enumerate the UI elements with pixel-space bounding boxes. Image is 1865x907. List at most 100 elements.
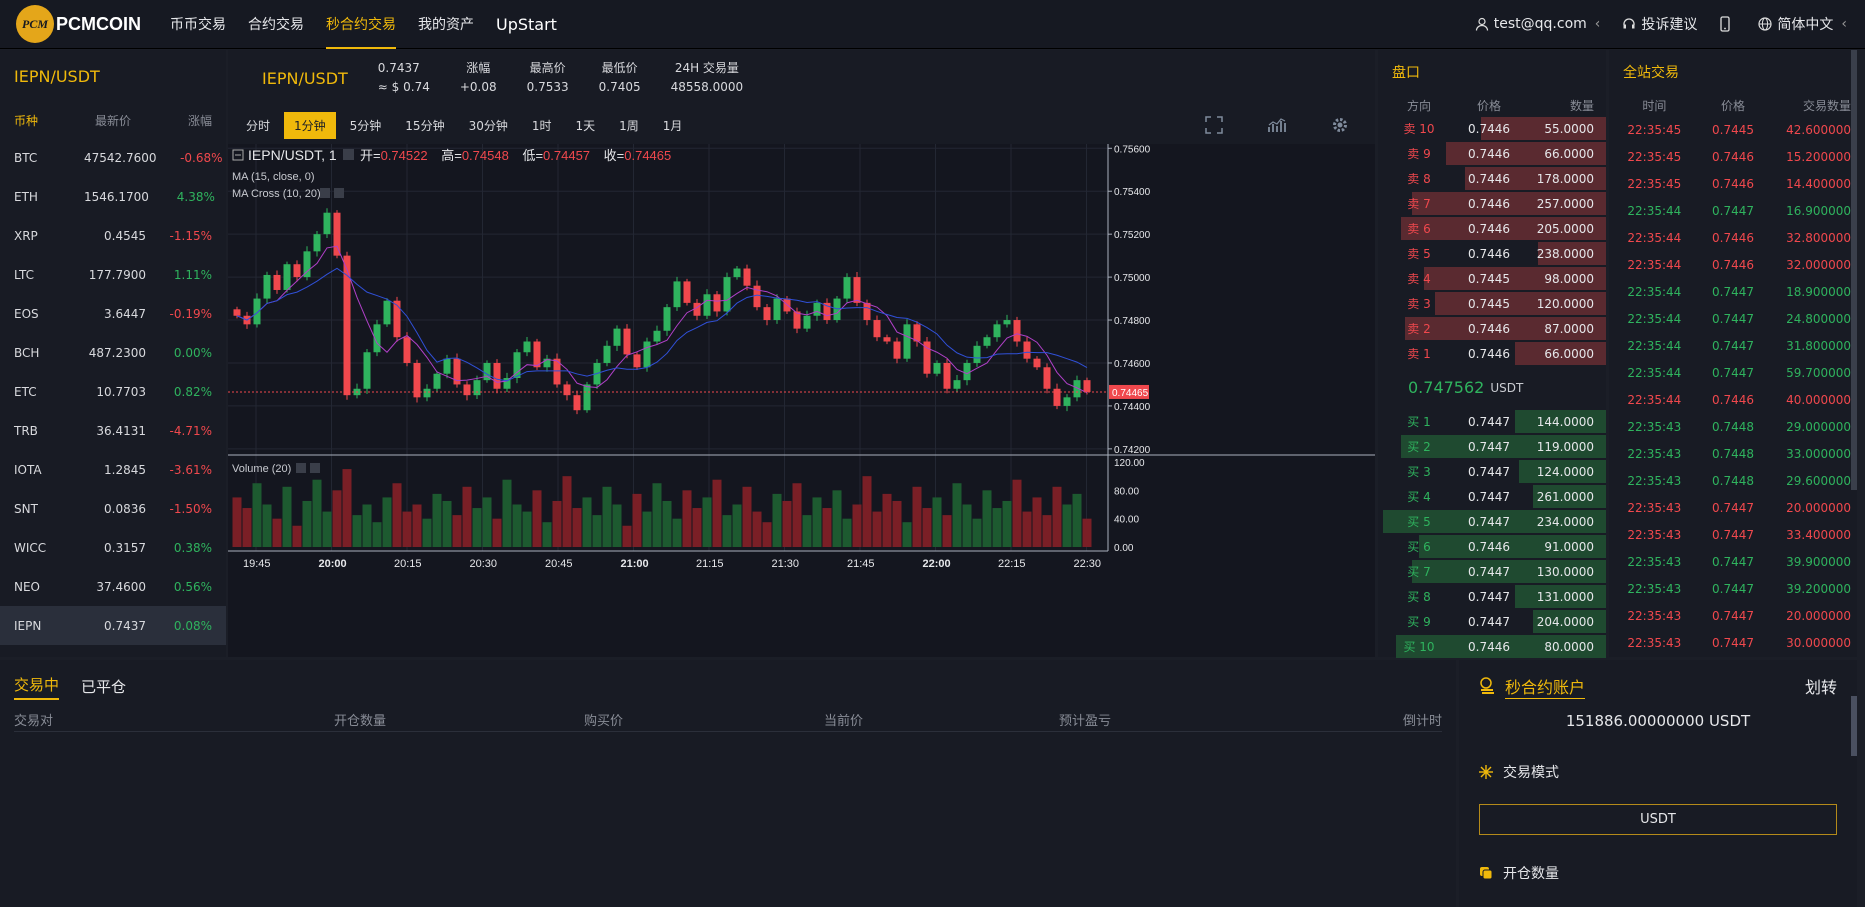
ask-row[interactable]: 卖 8 0.7446 178.0000 (1378, 166, 1606, 191)
col-price[interactable]: 最新价 (94, 113, 131, 128)
tf-line[interactable]: 分时 (246, 118, 271, 133)
user-menu[interactable]: test@qq.com ‹ (1475, 16, 1600, 32)
bid-row[interactable]: 买 9 0.7447 204.0000 (1378, 609, 1606, 634)
ask-row[interactable]: 卖 7 0.7446 257.0000 (1378, 191, 1606, 216)
trade-qty: 18.900000 (1786, 284, 1852, 299)
ask-row[interactable]: 卖 5 0.7446 238.0000 (1378, 241, 1606, 266)
mobile-link[interactable] (1719, 16, 1736, 32)
ask-row[interactable]: 卖 10 0.7446 55.0000 (1378, 116, 1606, 141)
settings-gear-icon[interactable] (1321, 111, 1359, 139)
fullscreen-icon[interactable] (1195, 111, 1233, 139)
candle-body (613, 328, 621, 346)
volume-bar (612, 504, 622, 547)
nav-spot[interactable]: 币币交易 (170, 17, 226, 33)
coin-row[interactable]: BCH 487.2300 0.00% (0, 333, 226, 372)
candle-body (903, 324, 911, 359)
bid-row[interactable]: 买 2 0.7447 119.0000 (1378, 434, 1606, 459)
indicator-ma[interactable]: MA (15, close, 0) (232, 171, 315, 183)
ask-row[interactable]: 卖 9 0.7446 66.0000 (1378, 141, 1606, 166)
trade-mode-select[interactable]: USDT (1479, 804, 1837, 835)
bid-row[interactable]: 买 8 0.7447 131.0000 (1378, 584, 1606, 609)
coin-row[interactable]: EOS 3.6447 -0.19% (0, 294, 226, 333)
time-tick-label: 20:15 (394, 558, 422, 570)
trade-qty: 32.000000 (1786, 257, 1852, 272)
bid-row[interactable]: 买 1 0.7447 144.0000 (1378, 409, 1606, 434)
tab-closed-positions[interactable]: 已平仓 (81, 678, 127, 696)
coin-row[interactable]: SNT 0.0836 -1.50% (0, 489, 226, 528)
trade-qty: 40.000000 (1786, 392, 1852, 407)
coin-row[interactable]: LTC 177.7900 1.11% (0, 255, 226, 294)
volume-label[interactable]: Volume (20) (232, 463, 291, 475)
chart-settings-icon[interactable] (343, 149, 354, 160)
ask-row[interactable]: 卖 4 0.7445 98.0000 (1378, 266, 1606, 291)
trade-price: 0.7447 (1712, 554, 1754, 569)
candle-body (473, 380, 481, 396)
col-change[interactable]: 涨幅 (187, 113, 212, 128)
candle-body (383, 300, 391, 325)
trades-scrollbar[interactable] (1851, 50, 1857, 490)
nav-assets[interactable]: 我的资产 (418, 17, 474, 33)
nav-second-contract[interactable]: 秒合约交易 (315, 0, 407, 49)
coin-symbol: BTC (14, 150, 38, 165)
coin-row[interactable]: ETH 1546.1700 4.38% (0, 177, 226, 216)
coin-row[interactable]: IEPN 0.7437 0.08% (0, 606, 226, 645)
tr-col-time: 时间 (1642, 98, 1667, 113)
nav-upstart[interactable]: UpStart (496, 14, 557, 34)
bid-row[interactable]: 买 10 0.7446 80.0000 (1378, 634, 1606, 659)
logo-text: PCMCOIN (56, 13, 141, 34)
ask-row[interactable]: 卖 6 0.7446 205.0000 (1378, 216, 1606, 241)
indicator-ma-cross[interactable]: MA Cross (10, 20) (232, 188, 321, 200)
ask-row[interactable]: 卖 1 0.7446 66.0000 (1378, 341, 1606, 366)
candle-body (913, 324, 921, 342)
language-select[interactable]: 简体中文 ‹ (1758, 14, 1847, 34)
ob-side: 卖 10 (1403, 122, 1435, 136)
transfer-button[interactable]: 划转 (1804, 678, 1837, 697)
tf-1w[interactable]: 1周 (619, 118, 639, 133)
coin-row[interactable]: IOTA 1.2845 -3.61% (0, 450, 226, 489)
tf-1d[interactable]: 1天 (575, 118, 596, 133)
logo[interactable]: PCM PCMCOIN (16, 5, 141, 43)
coin-row[interactable]: WICC 0.3157 0.38% (0, 528, 226, 567)
candlestick-chart[interactable]: 0.75600 0.75400 0.75200 0.75000 0.74800 0.746… (228, 144, 1375, 657)
ask-row[interactable]: 卖 2 0.7446 87.0000 (1378, 316, 1606, 341)
ask-row[interactable]: 卖 3 0.7445 120.0000 (1378, 291, 1606, 316)
bid-row[interactable]: 买 5 0.7447 234.0000 (1378, 509, 1606, 534)
volume-bar (232, 497, 242, 547)
coin-row[interactable]: ETC 10.7703 0.82% (0, 372, 226, 411)
coin-symbol: LTC (14, 267, 35, 282)
coin-price: 10.7703 (96, 384, 146, 399)
volume-settings-icon[interactable] (296, 463, 306, 473)
indicator-settings-icon[interactable] (320, 188, 330, 198)
coin-row[interactable]: XRP 0.4545 -1.15% (0, 216, 226, 255)
coin-price: 1.2845 (104, 462, 146, 477)
tf-1h[interactable]: 1时 (531, 118, 552, 133)
tf-5m[interactable]: 5分钟 (349, 118, 382, 133)
coin-row[interactable]: TRB 36.4131 -4.71% (0, 411, 226, 450)
chart-area[interactable]: 0.75600 0.75400 0.75200 0.75000 0.74800 0.746… (228, 144, 1375, 657)
volume-close-icon[interactable] (310, 463, 320, 473)
tf-1m[interactable]: 1分钟 (284, 111, 336, 139)
indicator-close-icon[interactable] (334, 188, 344, 198)
feedback-link[interactable]: 投诉建议 (1622, 14, 1697, 34)
time-tick-label: 22:00 (923, 558, 951, 570)
nav-futures[interactable]: 合约交易 (248, 17, 304, 33)
bid-row[interactable]: 买 7 0.7447 130.0000 (1378, 559, 1606, 584)
indicators-icon[interactable] (1257, 111, 1297, 139)
tab-open-positions[interactable]: 交易中 (14, 674, 60, 700)
bid-row[interactable]: 买 6 0.7446 91.0000 (1378, 534, 1606, 559)
ob-side: 买 7 (1407, 565, 1431, 579)
bid-row[interactable]: 买 3 0.7447 124.0000 (1378, 459, 1606, 484)
tf-15m[interactable]: 15分钟 (405, 118, 445, 133)
bid-row[interactable]: 买 4 0.7447 261.0000 (1378, 484, 1606, 509)
tf-1mo[interactable]: 1月 (662, 118, 683, 133)
collapse-legend-icon[interactable] (232, 149, 244, 161)
ob-side: 卖 7 (1407, 197, 1431, 211)
coin-row[interactable]: NEO 37.4600 0.56% (0, 567, 226, 606)
account-title[interactable]: 秒合约账户 (1505, 674, 1586, 699)
coin-change: 0.38% (173, 540, 212, 555)
ma-line-fast (236, 245, 1088, 394)
account-scrollbar[interactable] (1851, 696, 1857, 756)
coin-row[interactable]: BTC 47542.7600 -0.68% (0, 138, 226, 177)
col-coin[interactable]: 币种 (14, 113, 39, 128)
tf-30m[interactable]: 30分钟 (468, 118, 508, 133)
